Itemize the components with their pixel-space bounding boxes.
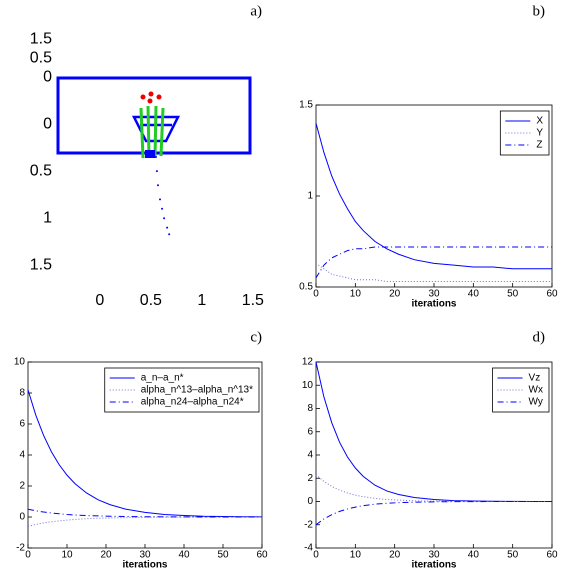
legend-box	[104, 367, 260, 413]
x-tick-label: 1	[197, 292, 206, 309]
x-tick-label: 1.5	[242, 292, 264, 309]
y-tick-label: 10	[14, 357, 26, 368]
y-tick-label: 8	[307, 403, 313, 414]
y-tick-label: -4	[304, 543, 313, 554]
legend-label: a_n–a_n*	[141, 373, 184, 384]
y-tick-label: 6	[19, 419, 25, 430]
x-tick-label: 60	[256, 550, 268, 561]
y-tick-label: 1.5	[30, 256, 52, 273]
x-tick-label: 40	[178, 550, 190, 561]
y-tick-label: 2	[307, 473, 313, 484]
trajectory-point	[163, 217, 166, 220]
panel-a-shapes	[56, 76, 252, 159]
y-tick-label: 2	[19, 481, 25, 492]
legend-label: Z	[536, 140, 542, 151]
y-tick-label: 0	[43, 115, 52, 132]
x-tick-label: 10	[61, 550, 73, 561]
x-tick-label: 50	[507, 550, 519, 561]
y-tick-label: 1.5	[299, 100, 313, 111]
x-axis-label: iterations	[122, 560, 167, 571]
y-tick-label: 10	[302, 380, 314, 391]
panel-label: a)	[250, 3, 262, 19]
series-line	[27, 508, 262, 518]
x-tick-label: 60	[546, 550, 558, 561]
legend-label: X	[536, 116, 543, 127]
trajectory-point	[161, 207, 164, 210]
x-tick-label: 0	[95, 292, 104, 309]
trajectory-point	[166, 226, 169, 229]
panel-label: b)	[533, 3, 546, 19]
x-tick-label: 50	[507, 289, 519, 300]
series-line	[315, 123, 552, 270]
y-tick-label: 0.5	[30, 49, 52, 66]
series-line	[315, 262, 552, 283]
x-tick-label: 40	[468, 289, 480, 300]
legend-box	[492, 367, 550, 413]
y-tick-label: 1.5	[30, 31, 52, 48]
x-tick-label: 30	[428, 550, 440, 561]
y-tick-label: 6	[307, 426, 313, 437]
x-tick-label: 0	[313, 550, 319, 561]
x-tick-label: 0.5	[140, 292, 162, 309]
y-tick-label: 0.5	[299, 282, 313, 293]
series-line	[27, 389, 263, 518]
x-tick-label: 20	[389, 289, 401, 300]
y-tick-label: 0	[19, 512, 25, 523]
x-tick-label: 60	[546, 289, 558, 300]
legend-label: alpha_n^13–alpha_n^13*	[141, 385, 253, 396]
y-tick-label: 1	[307, 191, 313, 202]
panel-label: d)	[533, 329, 546, 345]
trajectory-point	[155, 170, 158, 173]
x-tick-label: 10	[350, 550, 362, 561]
legend-label: Y	[536, 128, 543, 139]
panel-label: c)	[250, 329, 262, 345]
x-tick-label: 50	[217, 550, 229, 561]
legend-label: Wx	[529, 385, 543, 396]
y-tick-label: 1	[43, 209, 52, 226]
series-line	[315, 474, 552, 502]
trajectory-point	[154, 156, 157, 159]
y-tick-label: 0	[307, 496, 313, 507]
x-tick-label: 0	[313, 289, 319, 300]
green-rods	[139, 105, 165, 159]
x-tick-label: 30	[428, 289, 440, 300]
y-tick-label: 4	[307, 450, 313, 461]
legend-label: alpha_n24–alpha_n24*	[141, 397, 244, 408]
legend-label: Wy	[529, 397, 543, 408]
series-line	[315, 501, 552, 526]
y-tick-label: -2	[304, 519, 313, 530]
x-tick-label: 0	[25, 550, 31, 561]
base-block	[145, 150, 155, 158]
y-tick-label: 12	[302, 357, 314, 368]
y-tick-label: -2	[16, 543, 25, 554]
series-line	[315, 246, 552, 279]
x-tick-label: 20	[389, 550, 401, 561]
y-tick-label: 0.5	[30, 162, 52, 179]
x-tick-label: 20	[100, 550, 112, 561]
series-line	[27, 516, 262, 527]
x-axis-label: iterations	[411, 299, 456, 310]
legend-label: Vz	[529, 373, 541, 384]
x-axis-label: iterations	[411, 560, 456, 571]
y-tick-label: 0	[43, 68, 52, 85]
y-tick-label: 8	[19, 388, 25, 399]
legend: XYZ	[499, 110, 550, 156]
x-tick-label: 30	[139, 550, 151, 561]
trajectory-point	[168, 233, 171, 236]
red-dots	[140, 91, 162, 104]
x-tick-label: 40	[468, 550, 480, 561]
trajectory-point	[159, 198, 161, 201]
trajectory-point	[156, 184, 159, 187]
y-tick-label: 4	[19, 450, 25, 461]
x-tick-label: 10	[350, 289, 362, 300]
legend: a_n–a_n*alpha_n^13–alpha_n^13*alpha_n24–…	[104, 367, 260, 413]
